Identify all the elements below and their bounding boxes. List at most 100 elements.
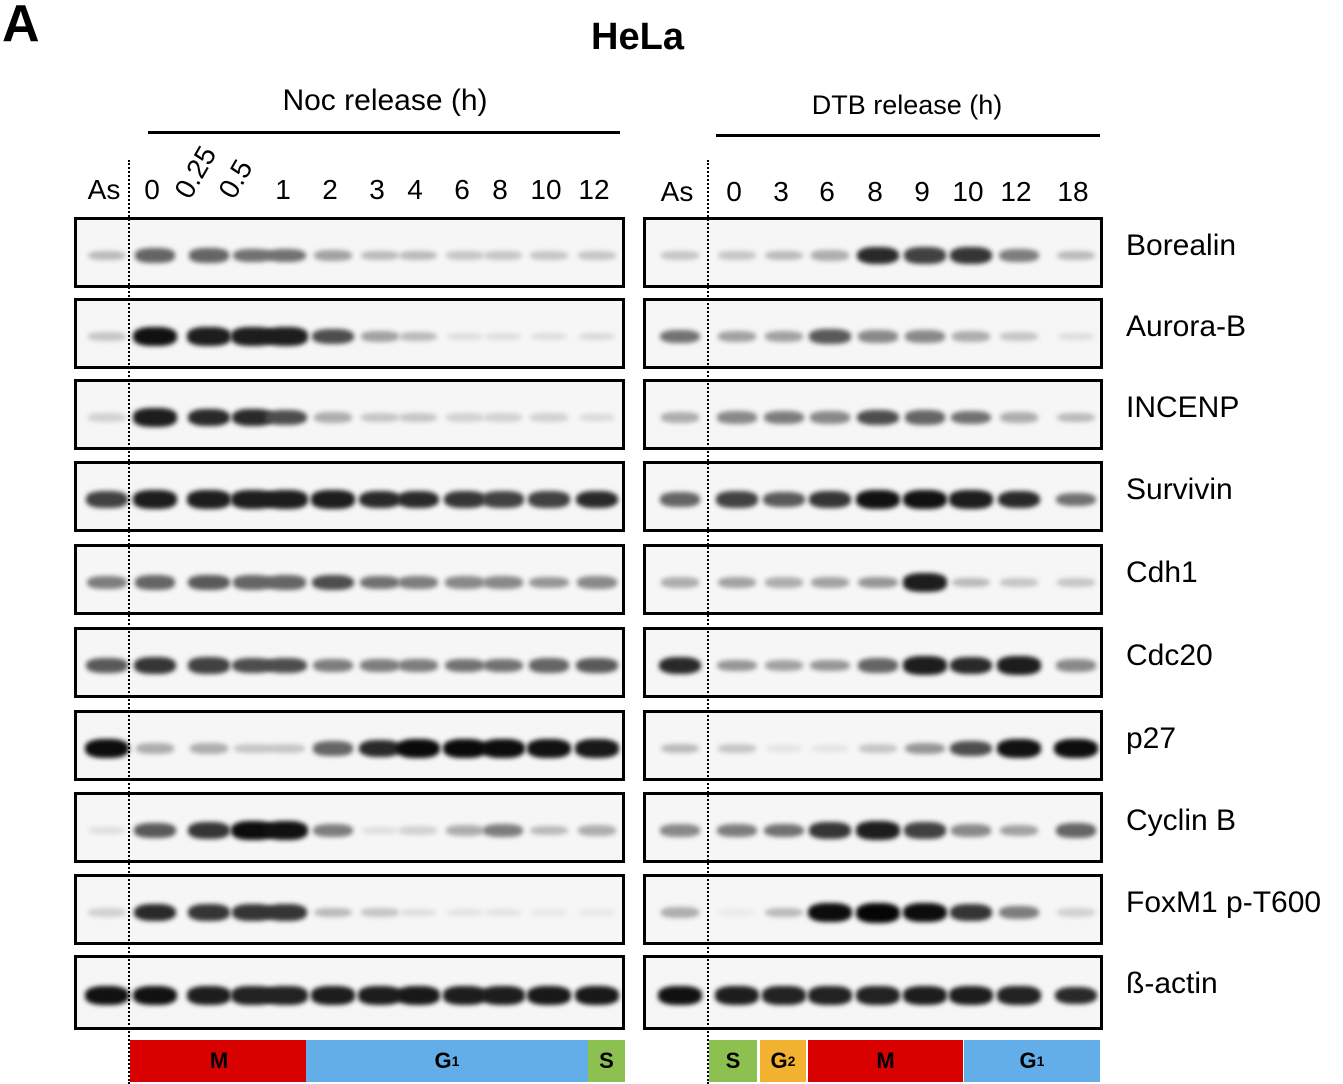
band: [857, 409, 899, 426]
phase-label: S: [599, 1048, 614, 1073]
band: [856, 986, 900, 1005]
band: [264, 820, 308, 841]
band: [903, 656, 947, 675]
band: [808, 986, 852, 1005]
band: [997, 986, 1041, 1005]
band: [311, 986, 355, 1005]
band: [717, 824, 757, 837]
band: [904, 410, 946, 425]
band: [578, 332, 616, 341]
panel-letter: A: [2, 0, 40, 53]
band: [529, 576, 569, 589]
band: [763, 491, 805, 508]
band: [187, 986, 231, 1005]
protein-label: Cdc20: [1126, 639, 1213, 672]
band: [187, 903, 231, 922]
blot-right-aurora-b: [643, 298, 1103, 369]
band: [484, 413, 522, 422]
band: [135, 743, 175, 754]
band: [232, 657, 274, 674]
band: [265, 248, 307, 263]
band: [527, 738, 571, 759]
band: [398, 576, 438, 589]
protein-label: Aurora-B: [1126, 310, 1247, 343]
blot-left-foxm1-p-t600: [74, 874, 625, 945]
band: [313, 659, 353, 672]
band: [858, 576, 898, 589]
band: [446, 908, 484, 917]
lane-label-left: 8: [492, 174, 508, 205]
band: [903, 573, 947, 592]
band: [951, 824, 991, 837]
band: [1000, 332, 1038, 341]
blot-left--actin: [74, 955, 625, 1030]
band: [133, 326, 177, 347]
band: [903, 489, 947, 510]
band: [578, 909, 616, 916]
band: [1055, 492, 1097, 507]
band: [187, 327, 231, 346]
band: [231, 903, 275, 922]
band: [1054, 738, 1098, 759]
blot-left-survivin: [74, 461, 625, 532]
band: [575, 739, 619, 758]
band: [856, 246, 900, 265]
blot-left-p27: [74, 710, 625, 781]
band: [86, 657, 128, 674]
band: [313, 412, 353, 423]
band: [856, 489, 900, 510]
band: [88, 413, 126, 422]
band: [445, 825, 485, 836]
band: [949, 246, 993, 265]
band: [85, 985, 129, 1006]
band: [399, 250, 437, 261]
band: [264, 903, 308, 922]
band: [231, 820, 275, 841]
band: [717, 659, 757, 672]
band: [949, 490, 993, 509]
blot-right-borealin: [643, 217, 1103, 288]
band: [399, 908, 437, 917]
band: [530, 332, 568, 341]
band: [358, 490, 402, 509]
band: [443, 490, 487, 509]
band: [660, 412, 700, 423]
band: [763, 823, 805, 838]
band: [949, 903, 993, 922]
band: [999, 906, 1039, 919]
band: [808, 490, 852, 509]
phase-left-m: M: [130, 1040, 308, 1082]
band: [1057, 332, 1095, 341]
band: [1056, 659, 1096, 672]
band: [399, 413, 437, 422]
band: [483, 576, 523, 589]
band: [85, 738, 129, 759]
phase-label: M: [209, 1048, 229, 1073]
band: [859, 744, 897, 753]
band: [484, 908, 522, 917]
protein-label: INCENP: [1126, 391, 1240, 424]
band: [134, 822, 176, 839]
band: [482, 491, 524, 508]
band: [446, 413, 484, 422]
band: [952, 577, 990, 588]
band: [1055, 823, 1097, 838]
band: [661, 743, 699, 754]
band: [481, 738, 525, 759]
band: [950, 410, 992, 425]
band: [857, 658, 899, 673]
band: [904, 247, 946, 264]
lane-label-left: 1: [275, 174, 291, 205]
band: [484, 332, 522, 341]
band: [187, 490, 231, 509]
band: [530, 909, 568, 916]
band: [810, 577, 850, 588]
band: [484, 251, 522, 260]
phase-label: M: [876, 1048, 895, 1073]
band: [264, 327, 308, 346]
band: [232, 248, 274, 263]
phase-subscript: 1: [451, 1053, 460, 1069]
